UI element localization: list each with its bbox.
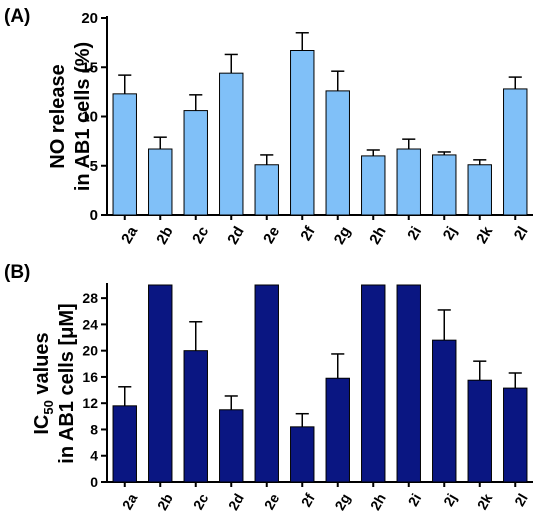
bar-2d [219, 72, 244, 216]
x-tick-label: 2a [118, 223, 141, 247]
y-tick-label: 0 [90, 207, 98, 224]
x-tick-label: 2i [404, 224, 425, 243]
x-tick-label: 2g [331, 224, 354, 248]
x-tick-label: 2c [190, 491, 212, 513]
x-tick-label: 2b [153, 224, 176, 248]
bar-2k [467, 164, 492, 216]
y-tick-label: 15 [81, 59, 98, 76]
x-tick-label: 2e [260, 224, 283, 247]
bar-2h [361, 284, 386, 483]
bar-2a [112, 93, 137, 216]
y-tick-label: 28 [82, 290, 98, 306]
y-tick-label: 10 [81, 109, 98, 126]
y-label-line-1: IC50 values [31, 332, 56, 434]
bar-2g [325, 90, 350, 216]
x-tick-label: 2k [474, 491, 496, 513]
bar-2i [396, 284, 421, 483]
y-label-values: values [31, 332, 53, 400]
bar-2e [254, 164, 279, 216]
x-tick-label: 2h [367, 491, 389, 513]
bar-2h [361, 155, 386, 216]
y-tick-label: 0 [90, 474, 98, 490]
x-tick-label: 2k [473, 223, 496, 247]
bar-2j [432, 154, 457, 216]
y-label-line-2: in AB1 cells [μM] [56, 303, 78, 463]
y-tick-label: 5 [90, 158, 98, 175]
panel-label: (B) [4, 262, 30, 283]
panel-label: (A) [4, 6, 30, 27]
x-tick-label: 2a [119, 491, 141, 513]
y-tick-label: 20 [82, 343, 98, 359]
bar-2g [325, 377, 350, 483]
x-tick-label: 2j [440, 491, 460, 509]
y-label-line-2: in AB1 cells (%) [72, 42, 94, 191]
bar-2e [254, 284, 279, 483]
x-tick-label: 2c [189, 224, 212, 247]
bar-2d [219, 409, 244, 483]
x-tick-label: 2g [331, 491, 353, 513]
x-tick-label: 2h [366, 224, 389, 248]
y-tick-label: 12 [82, 395, 98, 411]
x-tick-label: 2f [297, 223, 319, 244]
bar-2b [148, 148, 173, 216]
bar-2c [183, 110, 208, 216]
chart-b: (B) 0 4 8 12 16 20 24 28 2a 2b 2c 2d 2e 2f 2g 2h 2i 2j 2k 2l… [4, 262, 533, 513]
y-tick-label: 20 [81, 10, 98, 27]
bar-2l [503, 387, 528, 483]
y-label-subscript: 50 [41, 400, 56, 414]
bar-2l [503, 88, 528, 216]
chart-a: (A) 0 5 10 15 20 2a 2b 2c 2d 2e 2f 2g 2h 2i 2j 2k 2l NO re… [4, 6, 533, 248]
bar-2b [148, 284, 173, 483]
x-tick-label: 2e [261, 491, 283, 513]
bar-2f [290, 50, 315, 216]
y-tick-label: 24 [82, 316, 98, 332]
y-tick-label: 8 [90, 421, 98, 437]
bar-2f [290, 426, 315, 483]
y-tick-label: 4 [90, 448, 98, 464]
bar-2a [112, 405, 137, 483]
y-tick-label: 16 [82, 369, 98, 385]
x-tick-label: 2d [224, 224, 247, 248]
bar-2k [467, 379, 492, 483]
x-tick-label: 2i [405, 491, 425, 509]
x-tick-label: 2b [154, 491, 176, 513]
x-tick-label: 2f [298, 490, 318, 509]
bar-2i [396, 148, 421, 216]
x-tick-label: 2d [225, 491, 247, 513]
y-label-line-1: NO release [47, 64, 69, 169]
x-tick-label: 2l [511, 491, 531, 509]
x-tick-label: 2l [511, 224, 532, 243]
bar-2c [183, 350, 208, 483]
y-axis-label: NO release in AB1 cells (%) [47, 42, 94, 191]
y-axis-label: IC50 values in AB1 cells [μM] [31, 303, 78, 463]
y-label-ic: IC [31, 415, 53, 435]
x-tick-label: 2j [440, 224, 461, 243]
bar-2j [432, 339, 457, 483]
